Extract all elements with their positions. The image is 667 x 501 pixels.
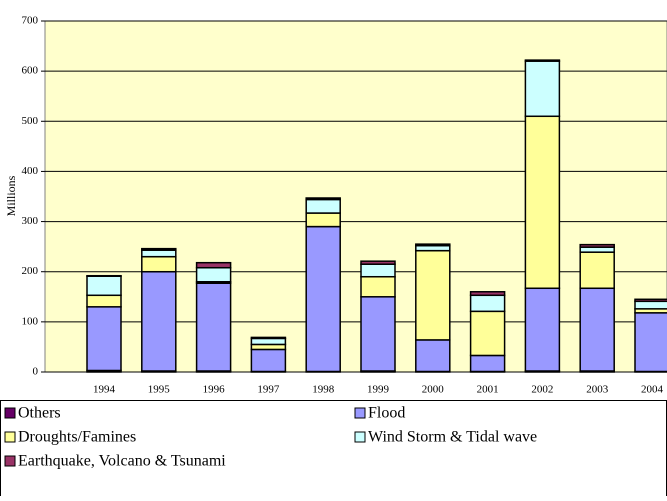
legend-label: Droughts/Famines (18, 429, 136, 446)
legend-label: Wind Storm & Tidal wave (368, 429, 537, 446)
y-tick-label: 300 (22, 215, 39, 227)
legend-swatch (354, 407, 366, 419)
bar-segment (469, 354, 506, 373)
bar-segment (360, 263, 396, 278)
bar-segment (141, 249, 177, 258)
bar-segment (141, 255, 177, 273)
legend-swatch (354, 431, 366, 443)
legend-swatch (4, 431, 16, 443)
y-axis-label: Millions (4, 175, 18, 216)
legend-label: Others (18, 405, 61, 422)
x-tick-label: 2003 (586, 384, 609, 396)
y-tick-label: 500 (22, 115, 39, 127)
y-tick-label: 0 (33, 366, 39, 378)
y-tick-label: 400 (22, 165, 39, 177)
y-tick-label: 100 (22, 315, 39, 327)
bar-segment (86, 306, 122, 372)
bar-segment (305, 212, 341, 228)
bar-segment (86, 294, 122, 308)
x-tick-label: 2004 (641, 384, 664, 396)
x-tick-label: 1997 (257, 384, 280, 396)
bar-segment (195, 282, 232, 372)
y-tick-label: 700 (22, 15, 39, 27)
bar-segment (579, 251, 615, 290)
bar-segment (305, 225, 341, 373)
bar-segment (524, 60, 561, 118)
bar-segment (86, 275, 122, 297)
x-tick-label: 1999 (367, 384, 390, 396)
bar-segment (524, 287, 561, 372)
bar-segment (305, 197, 341, 201)
x-tick-label: 1996 (203, 384, 226, 396)
bar-segment (415, 339, 451, 373)
x-tick-label: 2002 (531, 384, 553, 396)
bar-segment (579, 243, 615, 248)
bar-segment (634, 312, 667, 373)
bar-segment (415, 243, 451, 247)
bar-segment (250, 337, 287, 346)
bar-segment (360, 275, 396, 298)
bar-segment (360, 296, 396, 372)
bar-segment (141, 270, 177, 372)
bar-segment (415, 244, 451, 252)
x-tick-label: 1998 (312, 384, 335, 396)
x-tick-label: 2001 (477, 384, 499, 396)
legend-label: Flood (368, 405, 405, 422)
bar-segment (469, 294, 506, 313)
bar-segment (415, 249, 451, 341)
bar-segment (195, 266, 232, 283)
bar-segment (86, 274, 122, 277)
bar-segment (634, 298, 667, 303)
bar-segment (579, 287, 615, 372)
bar-segment (305, 198, 341, 214)
bar-segment (250, 336, 287, 340)
bar-segment (360, 260, 396, 265)
bar-segment (579, 246, 615, 253)
y-tick-label: 200 (22, 265, 39, 277)
bar-segment (195, 261, 232, 269)
bar-segment (250, 348, 287, 373)
bar-segment (469, 310, 506, 357)
bar-segment (250, 343, 287, 351)
legend-label: Earthquake, Volcano & Tsunami (18, 453, 226, 470)
x-tick-label: 1995 (148, 384, 171, 396)
bar-segment (524, 115, 561, 290)
bar-segment (469, 291, 506, 297)
bar-segment (141, 247, 177, 251)
legend-box (0, 400, 667, 501)
legend-swatch (4, 455, 16, 467)
x-tick-label: 1994 (93, 384, 116, 396)
y-tick-label: 600 (22, 65, 39, 77)
legend-swatch (4, 407, 16, 419)
bar-segment (524, 59, 561, 62)
x-tick-label: 2000 (422, 384, 445, 396)
bar-segment (634, 300, 667, 310)
plot-area (44, 20, 667, 373)
